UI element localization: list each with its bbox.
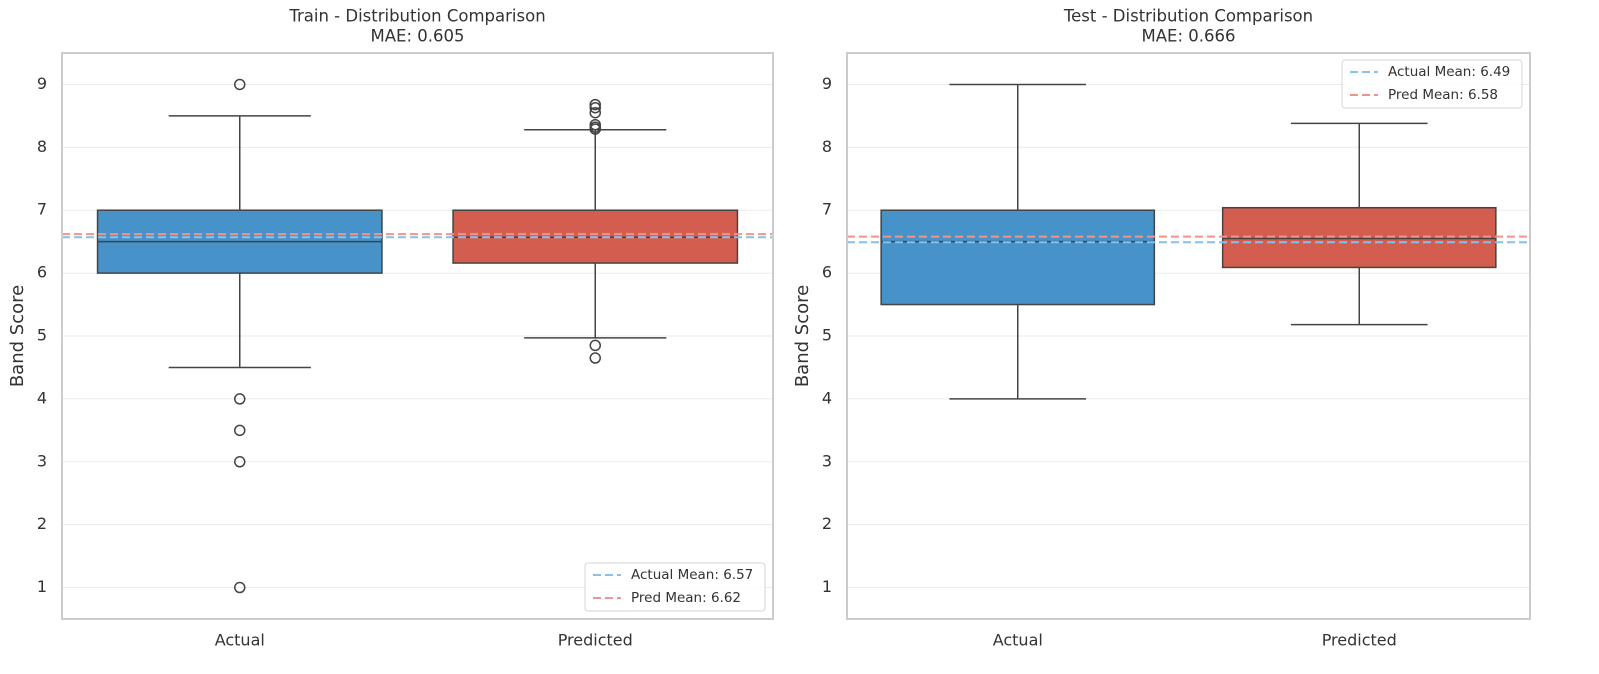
- outlier: [589, 123, 601, 135]
- axes-frame: [61, 52, 774, 620]
- outlier: [589, 106, 601, 119]
- y-tick-label: 4: [822, 388, 832, 407]
- y-tick-label: 7: [822, 200, 832, 219]
- y-tick-label: 1: [37, 577, 47, 596]
- legend: Actual Mean: 6.57 Pred Mean: 6.62: [584, 562, 766, 612]
- y-tick-label: 3: [822, 451, 832, 470]
- x-tick-label: Actual: [993, 631, 1043, 650]
- y-tick-label: 2: [37, 514, 47, 533]
- box: [880, 209, 1156, 306]
- y-axis-label: Band Score: [7, 285, 28, 387]
- outlier: [234, 581, 246, 594]
- y-tick-label: 3: [37, 451, 47, 470]
- outlier: [589, 339, 601, 352]
- y-tick-label: 5: [37, 326, 47, 345]
- outlier: [589, 352, 601, 364]
- y-tick-label: 8: [822, 137, 832, 156]
- legend-label: Pred Mean: 6.62: [631, 590, 741, 606]
- outlier: [234, 393, 246, 405]
- outlier: [589, 101, 601, 114]
- legend-frame: [1341, 59, 1523, 109]
- legend-label: Pred Mean: 6.58: [1388, 87, 1498, 103]
- legend-label: Actual Mean: 6.49: [1388, 64, 1510, 80]
- y-tick-label: 9: [822, 74, 832, 93]
- legend: Actual Mean: 6.49 Pred Mean: 6.58: [1341, 59, 1523, 109]
- y-tick-label: 4: [37, 388, 47, 407]
- chart-title: Test - Distribution Comparison: [1063, 7, 1313, 26]
- y-axis-label: Band Score: [792, 285, 813, 387]
- x-tick-label: Predicted: [558, 631, 633, 650]
- y-tick-label: 6: [37, 263, 47, 282]
- axes-frame: [846, 52, 1531, 620]
- chart-subtitle: MAE: 0.666: [1142, 27, 1236, 46]
- y-tick-label: 5: [822, 326, 832, 345]
- x-tick-label: Actual: [215, 631, 265, 650]
- y-tick-label: 2: [822, 514, 832, 533]
- y-tick-label: 6: [822, 263, 832, 282]
- y-tick-label: 9: [37, 74, 47, 93]
- outlier: [234, 456, 246, 468]
- chart-title: Train - Distribution Comparison: [288, 7, 545, 26]
- y-tick-label: 8: [37, 137, 47, 156]
- chart-subtitle: MAE: 0.605: [371, 27, 465, 46]
- legend-frame: [584, 562, 766, 612]
- outlier: [589, 98, 601, 111]
- x-tick-label: Predicted: [1322, 631, 1397, 650]
- legend-label: Actual Mean: 6.57: [631, 567, 753, 583]
- y-tick-label: 1: [822, 577, 832, 596]
- y-tick-label: 7: [37, 200, 47, 219]
- outlier: [234, 424, 246, 437]
- outlier: [234, 78, 246, 91]
